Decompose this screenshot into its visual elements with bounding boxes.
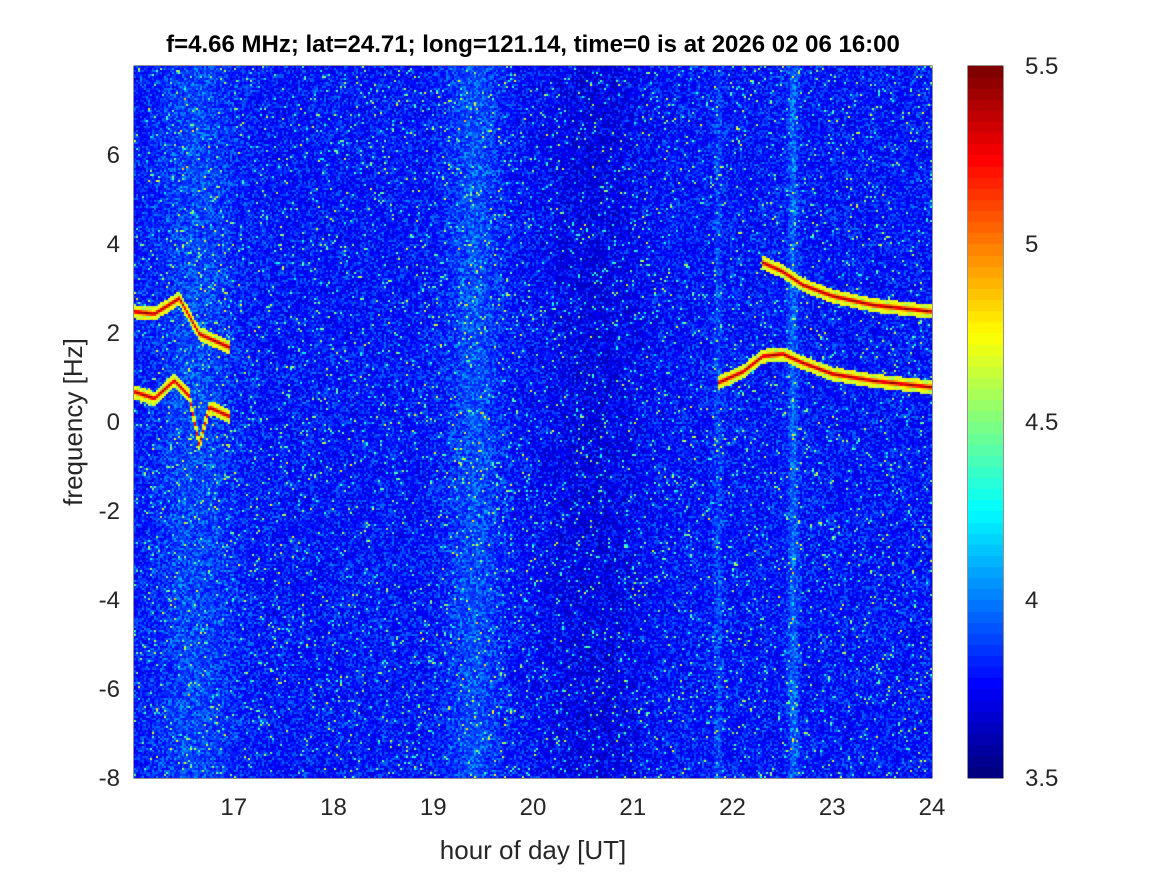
- y-tick-label: -8: [99, 765, 120, 792]
- x-tick-label: 23: [819, 794, 846, 821]
- colorbar-tick-label: 3.5: [1025, 765, 1058, 792]
- x-tick-label: 19: [420, 794, 447, 821]
- x-tick-label: 20: [520, 794, 547, 821]
- x-axis-label: hour of day [UT]: [440, 835, 626, 865]
- y-tick-label: 6: [107, 142, 120, 169]
- colorbar-tick-label: 5: [1025, 231, 1038, 258]
- y-axis-ticks: -8 -6 -4 -2 0 2 4 6: [99, 142, 932, 792]
- y-tick-label: 0: [107, 409, 120, 436]
- colorbar-tick-label: 4.5: [1025, 409, 1058, 436]
- y-tick-label: 2: [107, 320, 120, 347]
- y-tick-label: -2: [99, 498, 120, 525]
- colorbar-tick-label: 5.5: [1025, 53, 1058, 80]
- colorbar-ticks: 3.5 4 4.5 5 5.5: [968, 53, 1058, 792]
- y-axis-label: frequency [Hz]: [58, 338, 88, 506]
- x-tick-label: 18: [320, 794, 347, 821]
- colorbar-gradient: [968, 66, 1003, 778]
- x-tick-label: 24: [919, 794, 946, 821]
- chart-title: f=4.66 MHz; lat=24.71; long=121.14, time…: [166, 31, 900, 58]
- y-tick-label: 4: [107, 231, 120, 258]
- x-tick-label: 22: [719, 794, 746, 821]
- x-axis-ticks: 17 18 19 20 21 22 23 24: [220, 66, 945, 821]
- spectrogram-heatmap: [134, 66, 932, 778]
- x-tick-label: 17: [220, 794, 247, 821]
- x-tick-label: 21: [619, 794, 646, 821]
- y-tick-label: -6: [99, 676, 120, 703]
- y-tick-label: -4: [99, 587, 120, 614]
- colorbar-tick-label: 4: [1025, 587, 1038, 614]
